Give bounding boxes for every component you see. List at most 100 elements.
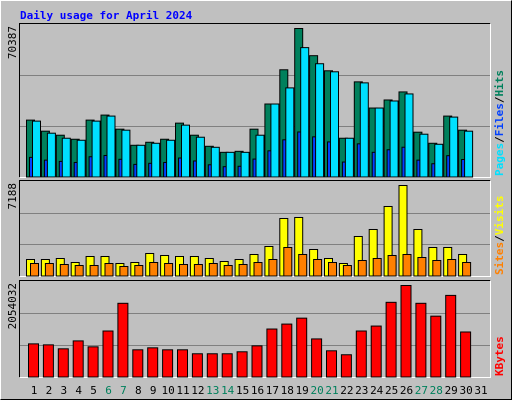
bar — [374, 107, 384, 178]
x-tick-label: 23 — [355, 384, 368, 397]
bar — [270, 103, 280, 178]
bar — [225, 151, 235, 178]
bar — [238, 263, 248, 277]
bar — [357, 259, 367, 277]
bar — [285, 87, 295, 178]
bar — [74, 264, 84, 277]
bar — [355, 330, 367, 378]
bar — [266, 328, 278, 378]
bar — [255, 134, 265, 178]
bar — [460, 331, 472, 378]
bar — [340, 354, 352, 378]
bar — [46, 132, 56, 178]
bar — [221, 353, 233, 378]
y-max-label: 7188 — [6, 183, 19, 210]
bar — [462, 261, 472, 277]
legend: Sites/Visits — [493, 196, 506, 276]
bar — [91, 120, 101, 178]
bar — [240, 151, 250, 178]
panel-bevel-light — [19, 23, 491, 178]
bar — [191, 353, 203, 378]
bar — [87, 346, 99, 378]
bar — [419, 133, 429, 178]
x-tick-label: 21 — [325, 384, 338, 397]
bar — [89, 264, 99, 277]
x-tick-label: 30 — [459, 384, 472, 397]
bar — [119, 265, 129, 277]
panel-bevel-dark — [19, 23, 491, 178]
bar — [236, 351, 248, 378]
bar — [298, 253, 308, 277]
bar — [193, 263, 203, 277]
bar — [164, 262, 174, 277]
legend-entry: KBytes — [493, 336, 506, 376]
bar — [464, 130, 474, 178]
bar — [179, 263, 188, 277]
bar — [106, 115, 116, 178]
bar — [28, 343, 39, 378]
x-tick-label: 29 — [445, 384, 458, 397]
bar — [283, 246, 293, 277]
legend-entry: Hits — [493, 70, 506, 97]
legend: Pages/Files/Hits — [493, 70, 506, 176]
bar — [162, 349, 174, 378]
x-tick-label: 7 — [120, 384, 127, 397]
x-tick-label: 17 — [266, 384, 279, 397]
x-tick-label: 22 — [340, 384, 353, 397]
bar — [370, 325, 382, 378]
bar — [59, 263, 69, 277]
bar — [102, 330, 114, 378]
x-tick-label: 26 — [400, 384, 413, 397]
bar — [328, 261, 337, 277]
bar — [149, 261, 159, 277]
bar — [44, 262, 54, 277]
x-tick-label: 10 — [161, 384, 174, 397]
bar — [206, 353, 218, 378]
x-tick-label: 11 — [176, 384, 189, 397]
bar — [136, 144, 146, 178]
bar — [177, 349, 188, 378]
bar — [32, 120, 41, 178]
bar — [147, 347, 159, 378]
bar — [434, 143, 444, 178]
y-max-label: 70387 — [6, 26, 19, 59]
x-tick-label: 3 — [60, 384, 67, 397]
bar — [195, 136, 205, 178]
bar — [296, 317, 308, 378]
bar — [281, 323, 293, 378]
bar — [326, 350, 337, 378]
bar — [359, 82, 369, 178]
x-tick-label: 9 — [150, 384, 157, 397]
bar — [151, 142, 161, 178]
bar — [61, 137, 71, 178]
x-tick-label: 1 — [31, 384, 38, 397]
bar — [181, 124, 190, 178]
x-tick-label: 8 — [135, 384, 142, 397]
bar — [415, 302, 427, 378]
x-tick-label: 16 — [251, 384, 264, 397]
bar — [30, 262, 39, 277]
x-tick-label: 20 — [310, 384, 323, 397]
bar — [402, 253, 412, 277]
x-tick-label: 31 — [474, 384, 487, 397]
bar — [342, 264, 352, 277]
bar — [57, 348, 69, 378]
bar — [251, 345, 263, 378]
bar — [449, 116, 459, 178]
x-tick-label: 12 — [191, 384, 204, 397]
bar — [387, 254, 397, 277]
bar — [208, 262, 218, 277]
bar — [42, 344, 54, 378]
x-tick-label: 15 — [236, 384, 249, 397]
bar — [389, 100, 399, 178]
x-tick-label: 5 — [90, 384, 97, 397]
bar — [344, 137, 354, 178]
x-tick-label: 28 — [430, 384, 443, 397]
bar — [313, 258, 323, 277]
bar — [445, 294, 457, 378]
bar — [447, 258, 457, 277]
bar — [372, 257, 382, 277]
y-max-label: 2054032 — [6, 283, 19, 329]
bar — [404, 93, 414, 178]
bar — [72, 340, 84, 378]
